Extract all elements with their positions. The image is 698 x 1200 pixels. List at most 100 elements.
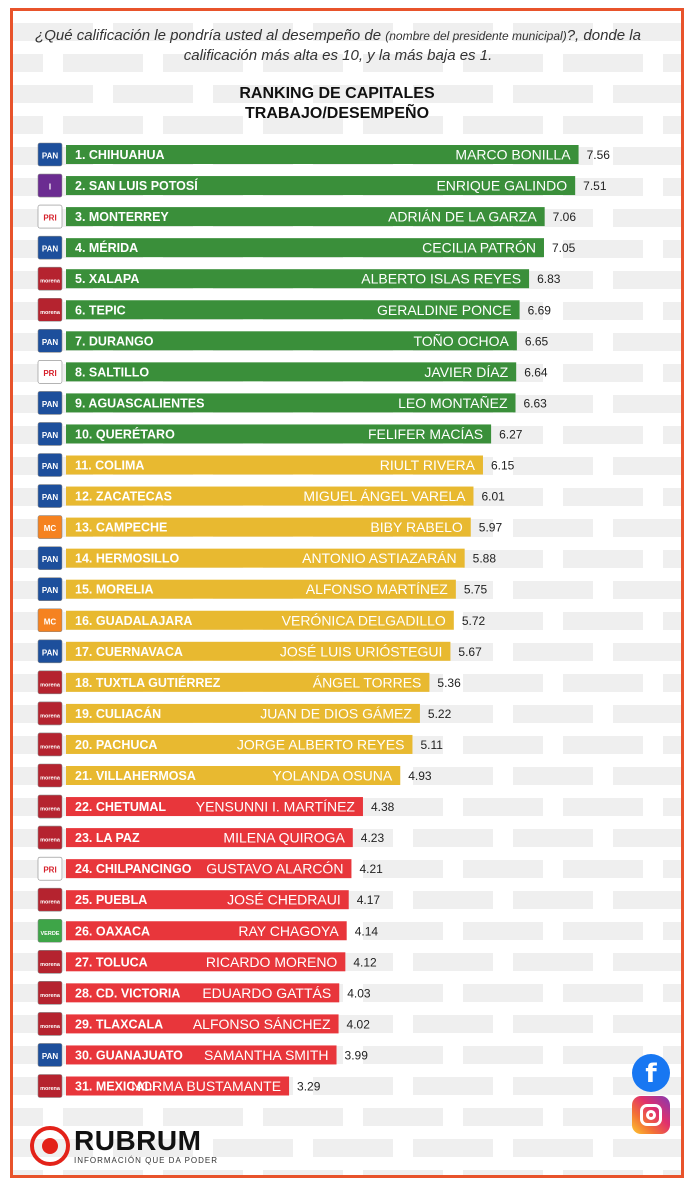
mayor-name: EDUARDO GATTÁS [202, 985, 331, 1001]
party-icon-morena [37, 981, 63, 1005]
brand-name: RUBRUM [74, 1125, 202, 1156]
party-icon-morena [37, 1012, 63, 1036]
party-icon-label: PAN [42, 586, 59, 595]
party-icon-label: PAN [42, 1052, 59, 1061]
mayor-name: ÁNGEL TORRES [313, 674, 422, 690]
city-label: 19. CULIACÁN [75, 706, 161, 721]
mayor-name: ALFONSO SÁNCHEZ [193, 1016, 331, 1032]
rubrum-logo: RUBRUM INFORMACIÓN QUE DA PODER [30, 1126, 218, 1166]
party-icon-morena [37, 297, 63, 322]
party-icon-pan [37, 422, 63, 446]
value-label: 4.03 [347, 986, 371, 1000]
party-icon-verde [37, 918, 63, 943]
party-icon-morena [37, 763, 63, 788]
party-icon-label: PAN [42, 462, 59, 471]
bar-19 [66, 703, 420, 723]
mayor-name: ALFONSO MARTÍNEZ [306, 581, 449, 597]
party-icon-pan [37, 1043, 63, 1067]
party-icon-label: morena [40, 279, 61, 285]
value-label: 7.06 [553, 210, 577, 224]
party-icon-label: MC [44, 524, 57, 533]
value-label: 6.01 [481, 490, 505, 504]
value-label: 4.14 [355, 924, 379, 938]
value-label: 4.38 [371, 800, 395, 814]
city-label: 13. CAMPECHE [75, 521, 167, 535]
party-icon-morena [37, 670, 63, 695]
bar-28 [66, 983, 340, 1003]
bar-6 [66, 300, 520, 320]
party-icon-label: morena [40, 962, 61, 968]
city-label: 15. MORELIA [75, 583, 154, 597]
mayor-name: CECILIA PATRÓN [422, 240, 536, 256]
party-icon-label: morena [40, 744, 61, 750]
party-icon-pan [37, 453, 63, 477]
party-icon-label: morena [40, 713, 61, 719]
value-label: 5.72 [462, 614, 486, 628]
party-icon-label: morena [40, 682, 61, 688]
city-label: 23. LA PAZ [75, 831, 140, 845]
bar-4 [66, 238, 544, 258]
value-label: 5.67 [458, 645, 482, 659]
mayor-name: GERALDINE PONCE [377, 302, 512, 318]
bar-13 [66, 517, 471, 537]
title-line1: RANKING DE CAPITALES [239, 85, 435, 102]
party-icon-mc [37, 515, 63, 539]
city-label: 28. CD. VICTORIA [75, 986, 180, 1000]
bar-21 [66, 766, 401, 785]
party-icon-label: PRI [43, 866, 56, 875]
party-icon-label: morena [40, 1086, 61, 1092]
value-label: 3.29 [297, 1080, 321, 1094]
question-part1: ¿Qué calificación le pondría usted al de… [35, 27, 386, 44]
mayor-name: JORGE ALBERTO REYES [237, 736, 405, 752]
bar-15 [66, 579, 456, 599]
party-icon-morena [37, 732, 63, 757]
party-icon-label: PAN [42, 152, 59, 161]
value-label: 6.64 [524, 365, 548, 379]
value-label: 6.63 [524, 396, 548, 410]
mayor-name: RAY CHAGOYA [238, 923, 339, 939]
value-label: 4.23 [361, 831, 385, 845]
city-label: 6. TEPIC [75, 303, 126, 317]
value-label: 4.21 [359, 862, 383, 876]
party-icon-pan [37, 328, 63, 353]
value-label: 5.88 [473, 552, 497, 566]
question-part2: ?, donde la calificación más alta es 10,… [183, 27, 641, 64]
party-icon-morena [37, 794, 63, 819]
party-icon-mc [37, 608, 63, 633]
mayor-name: YOLANDA OSUNA [272, 768, 392, 784]
city-label: 27. TOLUCA [75, 955, 148, 969]
bar-25 [66, 890, 349, 910]
bar-27 [66, 952, 346, 972]
city-label: 22. CHETUMAL [75, 800, 166, 814]
value-label: 4.12 [353, 955, 377, 969]
city-label: 1. CHIHUAHUA [75, 148, 165, 162]
city-label: 25. PUEBLA [75, 893, 147, 907]
party-icon-morena [37, 701, 63, 726]
party-icon-pan [37, 142, 63, 167]
city-label: 17. CUERNAVACA [75, 645, 183, 659]
bar-2 [66, 176, 576, 196]
mayor-name: YENSUNNI I. MARTÍNEZ [196, 799, 356, 815]
facebook-icon[interactable]: f [632, 1054, 670, 1092]
party-icon-label: PRI [43, 214, 56, 223]
party-icon-pri [37, 360, 63, 384]
bar-5 [66, 269, 530, 289]
instagram-icon[interactable] [632, 1096, 670, 1134]
value-label: 6.65 [525, 334, 549, 348]
party-icon-label: morena [40, 776, 61, 782]
value-label: 7.56 [587, 148, 611, 162]
bar-17 [66, 641, 451, 661]
value-label: 3.99 [345, 1048, 369, 1062]
city-label: 24. CHILPANCINGO [75, 862, 192, 876]
rubrum-logo-icon [30, 1126, 70, 1166]
bar-18 [66, 672, 430, 692]
city-label: 11. COLIMA [75, 459, 144, 473]
mayor-name: MARCO BONILLA [455, 147, 571, 163]
bar-3 [66, 207, 545, 227]
city-label: 2. SAN LUIS POTOSÍ [75, 178, 198, 193]
party-icon-morena [37, 949, 63, 974]
party-icon-morena [37, 887, 63, 912]
mayor-name: GUSTAVO ALARCÓN [206, 861, 343, 877]
value-label: 4.17 [357, 893, 381, 907]
bar-30 [66, 1045, 337, 1065]
